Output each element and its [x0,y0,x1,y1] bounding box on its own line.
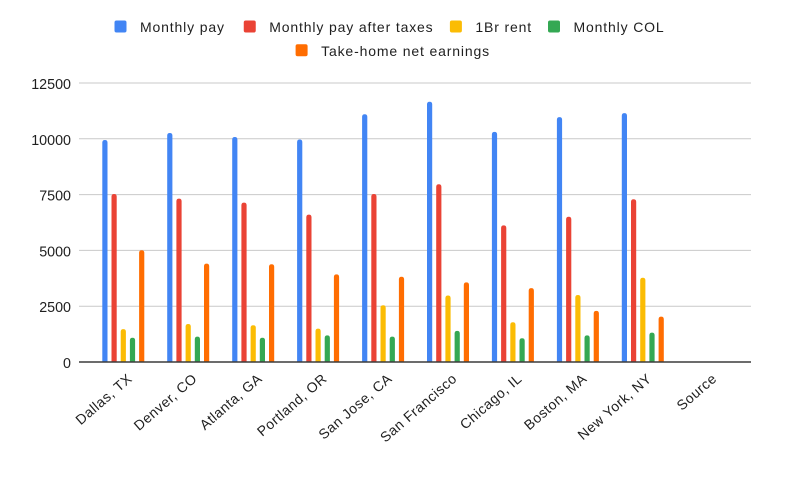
svg-text:Monthly COL: Monthly COL [574,19,665,35]
svg-text:1Br rent: 1Br rent [475,19,532,35]
svg-text:2500: 2500 [39,300,71,316]
svg-text:0: 0 [63,356,71,372]
svg-text:5000: 5000 [39,244,71,260]
svg-text:Monthly pay after taxes: Monthly pay after taxes [269,19,433,35]
svg-text:Monthly pay: Monthly pay [140,19,225,35]
svg-text:10000: 10000 [31,133,71,149]
svg-text:12500: 12500 [31,77,71,93]
svg-text:Take-home net earnings: Take-home net earnings [321,43,490,59]
svg-text:7500: 7500 [39,189,71,205]
